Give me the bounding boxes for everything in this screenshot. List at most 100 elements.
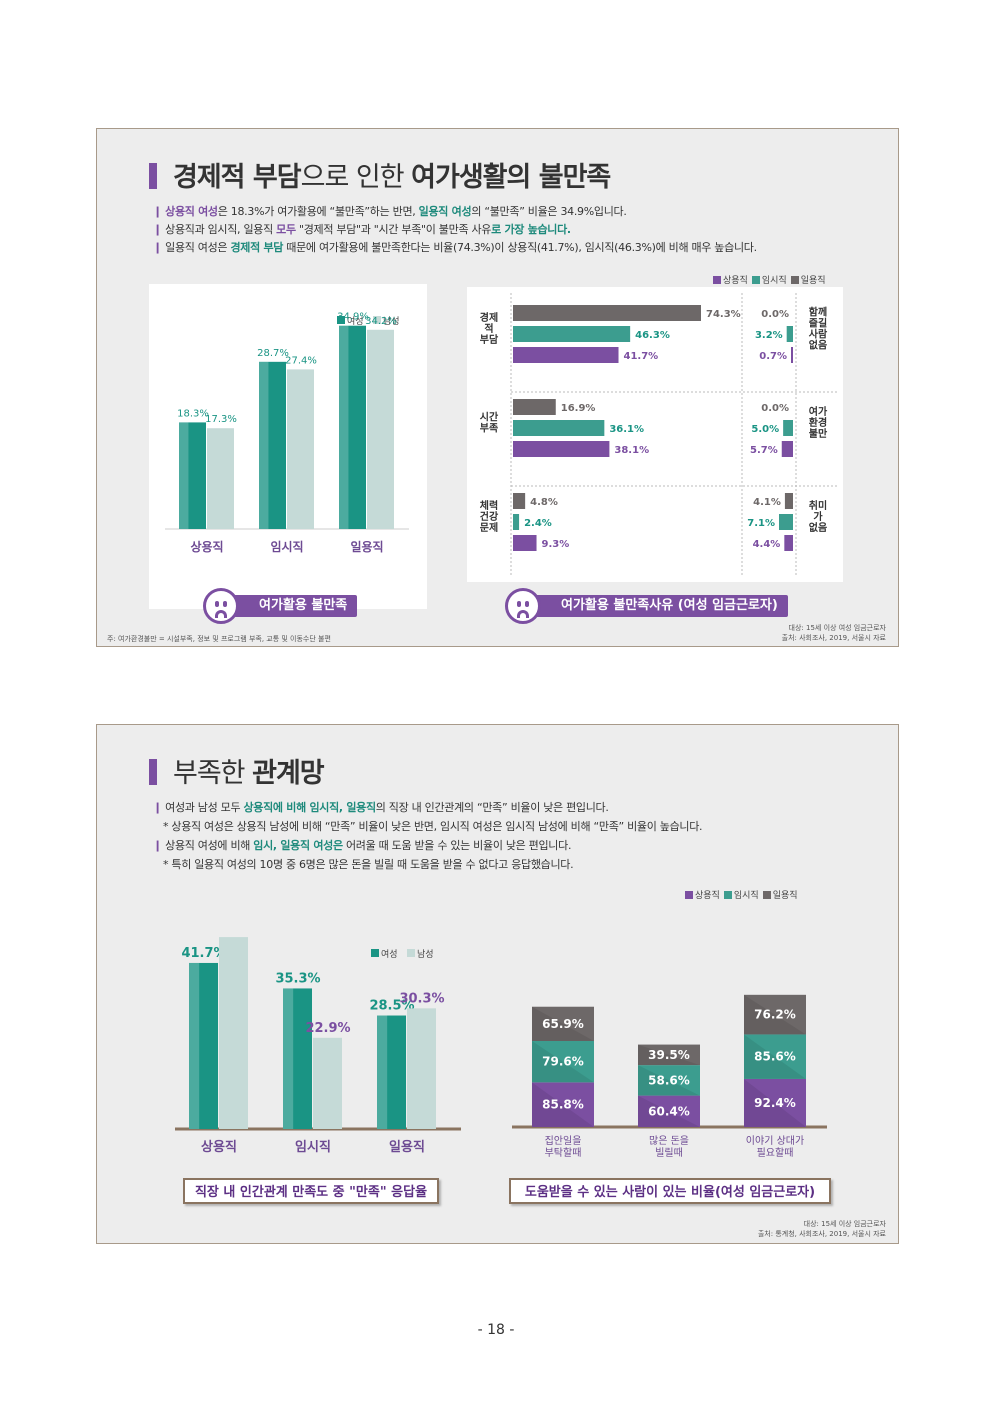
- category-label: 일용직: [350, 539, 383, 554]
- bullet-text: 여성과 남성 모두: [165, 801, 244, 814]
- legend-swatch: [790, 276, 799, 284]
- data-label: 0.0%: [761, 309, 789, 320]
- stack-segment: [744, 1034, 806, 1079]
- bullet-text: 임시, 일용직 여성은: [253, 839, 343, 852]
- stack-segment: [532, 1040, 594, 1083]
- title-bar-icon: [149, 759, 157, 785]
- sad-face-icon: [505, 588, 541, 624]
- bar: [283, 988, 312, 1129]
- bullet-marker-icon: ❙: [153, 205, 166, 218]
- panel-leisure-dissatisfaction: 경제적 부담으로 인한 여가생활의 불만족 ❙ 상용직 여성은 18.3%가 여…: [96, 128, 899, 647]
- bullet-text: 때문에 여가활용에 불만족한다는 비율(74.3%)이 상용직(41.7%), …: [283, 241, 757, 254]
- bullet-line: ❙ 상용직 여성은 18.3%가 여가활용에 “불만족”하는 반면, 일용직 여…: [153, 203, 627, 219]
- legend-label: 일용직: [772, 891, 798, 901]
- category-label: 집안일을: [545, 1135, 582, 1147]
- legend-swatch: [713, 276, 721, 284]
- bar: [781, 441, 793, 457]
- bullet-text: 상용직 여성: [165, 205, 218, 218]
- data-label: 2.4%: [524, 518, 552, 529]
- legend-swatch: [407, 949, 415, 957]
- bar: [513, 347, 619, 363]
- group-label: 없음: [809, 339, 827, 352]
- segment-shade: [532, 1040, 594, 1083]
- bar: [339, 325, 366, 529]
- category-label: 필요할때: [757, 1147, 794, 1159]
- bullet-text: * 특히 일용직 여성의 10명 중 6명은 많은 돈을 빌릴 때 도움을 받을…: [163, 858, 574, 871]
- stack-segment: [532, 1082, 594, 1127]
- data-label: 65.9%: [542, 1017, 584, 1031]
- legend-swatch: [751, 276, 760, 284]
- bullet-text: 에 비해: [217, 839, 254, 852]
- bar: [259, 361, 286, 529]
- group-label: 환경: [809, 416, 827, 429]
- bar: [313, 1037, 342, 1129]
- category-label: 상용직: [190, 539, 223, 554]
- bar-highlight: [259, 361, 269, 529]
- data-label: 60.4%: [648, 1104, 690, 1118]
- data-label: 92.4%: [754, 1096, 796, 1110]
- bullet-line: * 상용직 여성은 상용직 남성에 비해 “만족” 비율이 낮은 반면, 임시직…: [163, 818, 703, 834]
- left-chart-card: 여성 남성 18.3% 17.3% 상용직 28.7% 27.4% 임시직 34.9% 34.2%…: [149, 284, 427, 609]
- bar: [784, 535, 793, 551]
- data-label: 30.3%: [399, 991, 444, 1006]
- right-chart-card: 경제 적 부담 74.3% 46.3% 41.7% 시간 부족 16.9% 36.1% 38.1% 체…: [467, 287, 843, 582]
- group-label: 문제: [480, 521, 498, 534]
- title-bar-icon: [149, 163, 157, 189]
- data-label: 9.3%: [542, 539, 570, 550]
- bar: [779, 514, 793, 530]
- bar: [513, 399, 556, 415]
- bullet-text: 일용직 여성은: [165, 241, 231, 254]
- data-label: 76.2%: [754, 1008, 796, 1022]
- footnote: 주: 여가환경불만 = 시설부족, 정보 및 프로그램 부족, 교통 및 이동수…: [107, 635, 331, 643]
- legend-label: 임시직: [761, 276, 787, 286]
- data-label: 3.2%: [755, 330, 783, 341]
- group-label: 적: [484, 322, 493, 335]
- bullet-line: ❙ 상용직 여성에 비해 임시, 일용직 여성은 어려울 때 도움 받을 수 있…: [153, 837, 571, 853]
- legend-label: 여성: [347, 315, 364, 327]
- data-label: 39.5%: [648, 1048, 690, 1062]
- bullet-line: ❙ 여성과 남성 모두 상용직에 비해 임시직, 일용직의 직장 내 인간관계의…: [153, 799, 609, 815]
- data-label: 36.1%: [609, 424, 644, 435]
- category-label: 많은 돈을: [649, 1135, 689, 1147]
- legend-label: 여성: [381, 948, 398, 960]
- category-label: 이야기 상대가: [746, 1135, 804, 1147]
- source: 출처: 통계청, 사회조사, 2019, 서울시 자료: [757, 1230, 886, 1238]
- bar: [513, 420, 605, 436]
- bullet-text: 일용직 여성: [418, 205, 472, 218]
- data-label: 28.7%: [257, 348, 289, 359]
- group-label: 가: [813, 510, 823, 523]
- bar: [219, 937, 248, 1129]
- group-label: 불만: [809, 427, 828, 440]
- bullet-text: 상용직과 임시직, 일용직: [165, 223, 277, 236]
- data-label: 28.5%: [369, 999, 414, 1014]
- source-target: 대상: 15세 이상 임금근로자: [803, 1220, 886, 1228]
- bullet-text: 상용직에 비해 임시직, 일용직: [243, 801, 376, 814]
- bullet-marker-icon: ❙: [153, 223, 166, 236]
- category-label: 빌릴때: [655, 1146, 683, 1159]
- sub-title-left: 직장 내 인간관계 만족도 중 "만족" 응답율: [183, 1178, 439, 1204]
- segment-shade: [532, 1006, 594, 1041]
- bullet-text: 경제적 부담: [230, 241, 284, 254]
- bullet-marker-icon: ❙: [153, 839, 166, 852]
- data-label: 85.6%: [754, 1050, 796, 1064]
- data-label: 4.8%: [530, 497, 558, 508]
- source-target: 대상: 15세 이상 여성 임금근로자: [788, 624, 886, 632]
- bar-highlight: [283, 988, 294, 1129]
- data-label: 5.7%: [750, 445, 778, 456]
- bar: [783, 420, 793, 436]
- group-label: 부담: [480, 333, 499, 346]
- data-label: 58.6%: [648, 1073, 690, 1087]
- sad-face-icon: [203, 588, 239, 624]
- bar: [367, 329, 394, 529]
- sub-title-left: 여가활용 불만족: [215, 595, 358, 617]
- data-label: 4.1%: [753, 497, 781, 508]
- stack-segment: [638, 1095, 700, 1127]
- legend-swatch: [762, 891, 771, 899]
- data-label: 0.7%: [759, 351, 787, 362]
- bullet-text: 어려울 때 도움 받을 수 있는 비율이 낮은 편입니다.: [342, 839, 572, 852]
- bullet-line: ❙ 일용직 여성은 경제적 부담 때문에 여가활용에 불만족한다는 비율(74.…: [153, 239, 757, 255]
- group-label: 체력: [480, 499, 498, 512]
- bullet-text: * 상용직 여성은 상용직 남성에 비해 “만족” 비율이 낮은 반면, 임시직…: [163, 820, 703, 833]
- data-label: 5.0%: [751, 424, 779, 435]
